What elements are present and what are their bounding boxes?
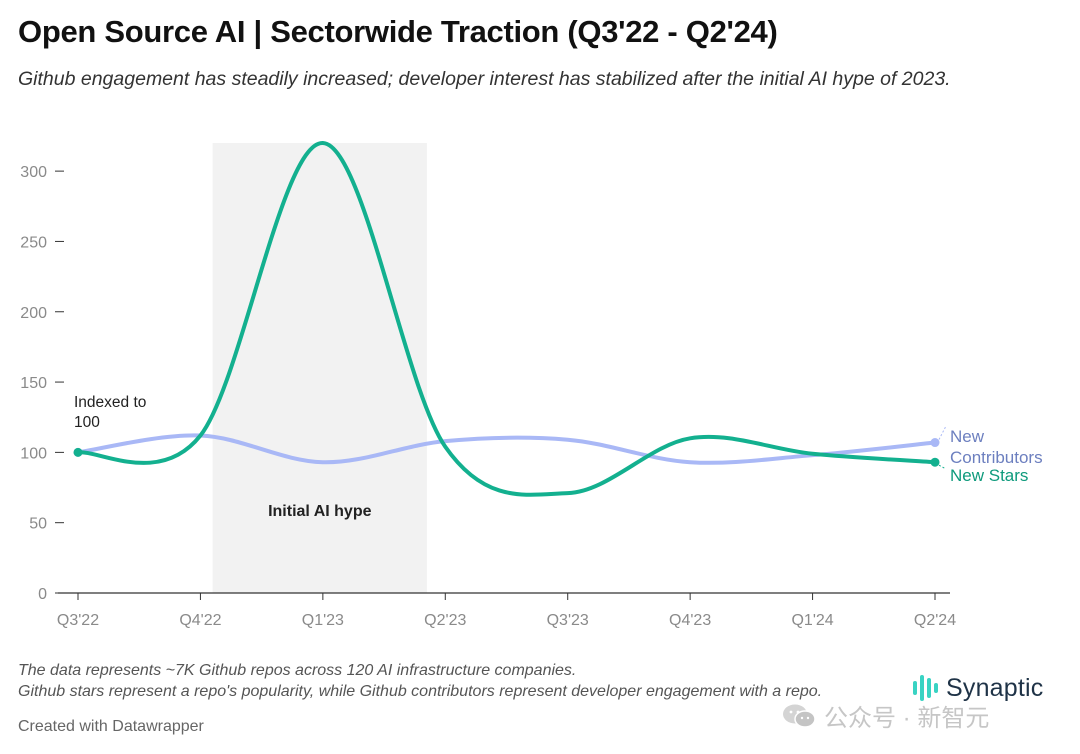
chart-subtitle: Github engagement has steadily increased…	[18, 68, 951, 90]
series-line-new-contributors	[76, 433, 937, 465]
x-tick-label: Q4'23	[669, 612, 711, 629]
series-line-new-stars	[76, 140, 937, 497]
x-tick-label: Q2'24	[914, 612, 956, 629]
watermark-text: 公众号 · 新智元	[824, 705, 990, 732]
data-point	[930, 457, 940, 467]
datawrapper-credit: Created with Datawrapper	[18, 718, 204, 735]
synaptic-logo: Synaptic	[913, 668, 1044, 708]
synaptic-wordmark: Synaptic	[946, 673, 1044, 702]
x-tick-label: Q1'24	[791, 612, 833, 629]
highlight-band	[212, 143, 427, 593]
y-tick-label: 0	[38, 586, 47, 603]
series-label: New	[950, 427, 985, 446]
annotation-text: 100	[74, 414, 100, 431]
series-label: Contributors	[950, 448, 1043, 467]
chart-title: Open Source AI | Sectorwide Traction (Q3…	[18, 14, 778, 49]
line-chart: Initial AI hype 0 50 100 150 200 250 300 Q3'22 Q4…	[20, 140, 1043, 629]
y-tick-label: 250	[20, 234, 47, 251]
y-tick-label: 50	[29, 516, 47, 533]
series-label-connector	[938, 425, 947, 440]
footnote-data-source: The data represents ~7K Github repos acr…	[18, 662, 577, 679]
wechat-watermark: 公众号 · 新智元	[782, 698, 989, 733]
series-label-connector	[938, 464, 947, 470]
x-tick-label: Q4'22	[179, 612, 221, 629]
footnotes: The data represents ~7K Github repos acr…	[18, 660, 822, 702]
x-tick-label: Q2'23	[424, 612, 466, 629]
series-label: New Stars	[950, 466, 1028, 485]
data-point	[930, 438, 940, 448]
data-point	[73, 447, 83, 457]
y-tick-label: 100	[20, 445, 47, 462]
footnote-definitions: Github stars represent a repo's populari…	[18, 683, 823, 700]
y-tick-label: 300	[20, 164, 47, 181]
synaptic-bars-icon	[913, 675, 938, 701]
annotation-text: Indexed to	[74, 394, 146, 411]
x-tick-label: Q1'23	[302, 612, 344, 629]
x-tick-label: Q3'22	[57, 612, 99, 629]
x-tick-label: Q3'23	[547, 612, 589, 629]
highlight-label: Initial AI hype	[268, 503, 372, 520]
y-tick-label: 150	[20, 375, 47, 392]
y-tick-label: 200	[20, 305, 47, 322]
wechat-icon	[783, 704, 816, 728]
